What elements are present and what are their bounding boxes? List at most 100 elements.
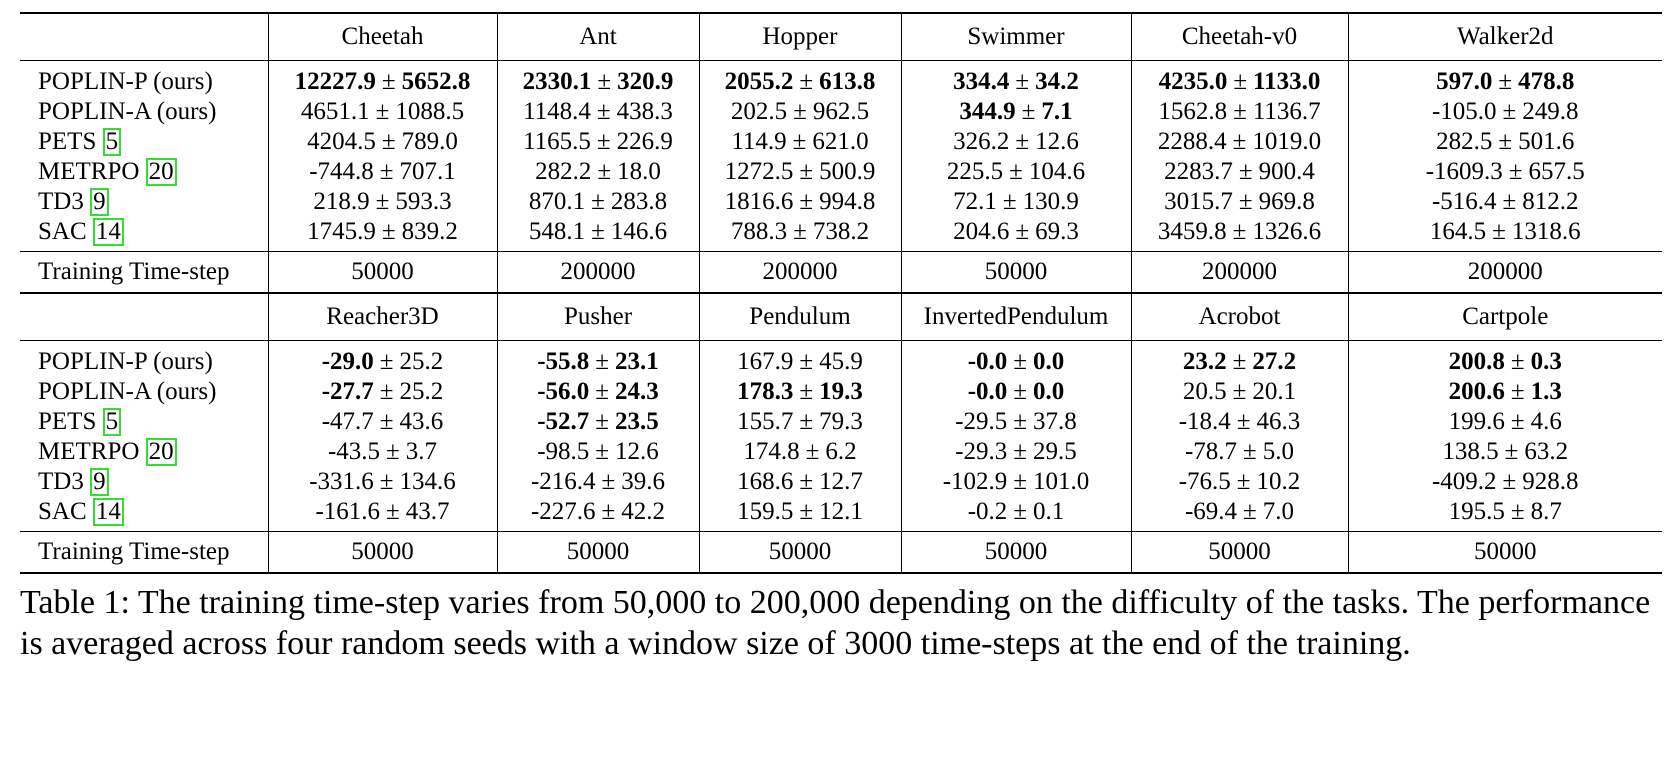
- env-header-cell: Walker2d: [1348, 12, 1662, 61]
- result-cell: 202.5 ±962.5: [699, 97, 902, 127]
- result-mean: 282.2: [535, 158, 592, 185]
- method-name: POPLIN-A (ours): [38, 98, 217, 125]
- result-mean: -76.5: [1178, 468, 1231, 495]
- plus-minus-symbol: ±: [1498, 68, 1513, 95]
- result-std: 46.3: [1256, 408, 1301, 435]
- timestep-label-cell: Training Time-step: [20, 251, 269, 294]
- result-cell: 204.6 ±69.3: [901, 217, 1132, 252]
- result-mean: 870.1: [528, 188, 586, 215]
- result-cell: 195.5 ±8.7: [1348, 497, 1662, 532]
- result-mean: 155.7: [737, 408, 794, 435]
- timestep-row: Training Time-step 50000 200000 200000 50000…: [20, 251, 1662, 294]
- result-cell: -1609.3 ±657.5: [1348, 157, 1662, 187]
- result-std: 23.1: [615, 348, 659, 375]
- result-mean: 164.5: [1429, 218, 1487, 245]
- result-cell: -55.8 ±23.1: [497, 340, 700, 377]
- plus-minus-symbol: ±: [799, 188, 814, 215]
- result-std: 24.3: [615, 378, 659, 405]
- result-cell: 138.5 ±63.2: [1348, 437, 1662, 467]
- plus-minus-symbol: ±: [799, 158, 814, 185]
- header-corner-cell: [20, 12, 269, 61]
- result-mean: -744.8: [309, 158, 374, 185]
- result-cell: 114.9 ±621.0: [699, 127, 902, 157]
- result-mean: 4651.1: [300, 98, 370, 125]
- plus-minus-symbol: ±: [1013, 438, 1028, 465]
- plus-minus-symbol: ±: [375, 188, 390, 215]
- result-std: 1088.5: [395, 98, 465, 125]
- plus-minus-symbol: ±: [1015, 218, 1030, 245]
- method-name-cell: SAC 14: [20, 497, 269, 532]
- results-table-container: Cheetah Ant Hopper Swimmer Cheetah-v0 Walker2…: [20, 12, 1662, 574]
- result-mean: 225.5: [946, 158, 1004, 185]
- plus-minus-symbol: ±: [1015, 68, 1030, 95]
- env-header-cell: InvertedPendulum: [901, 292, 1132, 341]
- plus-minus-symbol: ±: [595, 348, 610, 375]
- result-std: 12.7: [819, 468, 863, 495]
- plus-minus-symbol: ±: [799, 468, 814, 495]
- result-std: 900.4: [1258, 158, 1315, 185]
- method-row: TD3 9 218.9 ±593.3 870.1 ±283.8 1816.6 ±994.8 7…: [20, 187, 1662, 217]
- env-header-row: Cheetah Ant Hopper Swimmer Cheetah-v0 Walker2…: [20, 12, 1662, 61]
- result-cell: 225.5 ±104.6: [901, 157, 1132, 187]
- plus-minus-symbol: ±: [386, 498, 400, 525]
- result-std: 134.6: [399, 468, 456, 495]
- result-std: 69.3: [1035, 218, 1079, 245]
- timestep-cell: 50000: [901, 531, 1132, 574]
- plus-minus-symbol: ±: [1015, 128, 1030, 155]
- result-mean: 344.9: [959, 98, 1016, 125]
- result-std: 621.0: [812, 128, 869, 155]
- plus-minus-symbol: ±: [1492, 218, 1506, 245]
- result-std: 4.6: [1530, 408, 1562, 435]
- result-mean: -27.7: [321, 378, 374, 405]
- plus-minus-symbol: ±: [1243, 438, 1257, 465]
- result-std: 39.6: [621, 468, 666, 495]
- result-cell: 199.6 ±4.6: [1348, 407, 1662, 437]
- timestep-cell: 200000: [497, 251, 700, 294]
- result-mean: 2330.1: [522, 68, 592, 95]
- result-cell: 1272.5 ±500.9: [699, 157, 902, 187]
- plus-minus-symbol: ±: [1009, 158, 1023, 185]
- result-mean: -98.5: [537, 438, 590, 465]
- method-name: TD3: [38, 188, 91, 215]
- result-cell: 334.4 ±34.2: [901, 60, 1132, 97]
- method-name: POPLIN-A (ours): [38, 378, 217, 405]
- result-std: 130.9: [1022, 188, 1079, 215]
- result-std: 438.3: [616, 98, 673, 125]
- result-std: 8.7: [1530, 498, 1562, 525]
- plus-minus-symbol: ±: [596, 98, 611, 125]
- result-cell: 597.0 ±478.8: [1348, 60, 1662, 97]
- method-name-cell: METRPO 20: [20, 157, 269, 187]
- result-mean: 1272.5: [724, 158, 794, 185]
- method-name: POPLIN-P (ours): [38, 68, 213, 95]
- plus-minus-symbol: ±: [1013, 408, 1028, 435]
- result-cell: 2055.2 ±613.8: [699, 60, 902, 97]
- method-row: POPLIN-A (ours) 4651.1 ±1088.5 1148.4 ±438.3…: [20, 97, 1662, 127]
- result-cell: 282.5 ±501.6: [1348, 127, 1662, 157]
- result-mean: 1816.6: [724, 188, 794, 215]
- result-cell: -0.2 ±0.1: [901, 497, 1132, 532]
- result-cell: 164.5 ±1318.6: [1348, 217, 1662, 252]
- result-cell: 344.9 ±7.1: [901, 97, 1132, 127]
- method-row: POPLIN-P (ours) 12227.9 ±5652.8 2330.1 ±320.…: [20, 60, 1662, 97]
- result-std: 10.2: [1256, 468, 1301, 495]
- plus-minus-symbol: ±: [379, 468, 394, 495]
- timestep-cell: 50000: [268, 251, 498, 294]
- method-name: PETS: [38, 408, 103, 435]
- env-header-cell: Acrobot: [1131, 292, 1349, 341]
- method-name-cell: SAC 14: [20, 217, 269, 252]
- env-header-cell: Cheetah: [268, 12, 498, 61]
- plus-minus-symbol: ±: [799, 68, 814, 95]
- citation-ref: 14: [92, 218, 124, 246]
- result-std: 18.0: [617, 158, 661, 185]
- result-cell: 3459.8 ±1326.6: [1131, 217, 1349, 252]
- plus-minus-symbol: ±: [1013, 378, 1028, 405]
- result-mean: -47.7: [321, 408, 374, 435]
- result-cell: 20.5 ±20.1: [1131, 377, 1349, 407]
- result-std: 994.8: [819, 188, 876, 215]
- method-name: SAC: [38, 218, 93, 245]
- result-std: 6.2: [825, 438, 857, 465]
- table-caption: Table 1: The training time-step varies f…: [20, 584, 1651, 662]
- result-std: 25.2: [399, 348, 444, 375]
- result-std: 34.2: [1035, 68, 1079, 95]
- method-row: METRPO 20 -43.5 ±3.7 -98.5 ±12.6 174.8 ±6.2 -29…: [20, 437, 1662, 467]
